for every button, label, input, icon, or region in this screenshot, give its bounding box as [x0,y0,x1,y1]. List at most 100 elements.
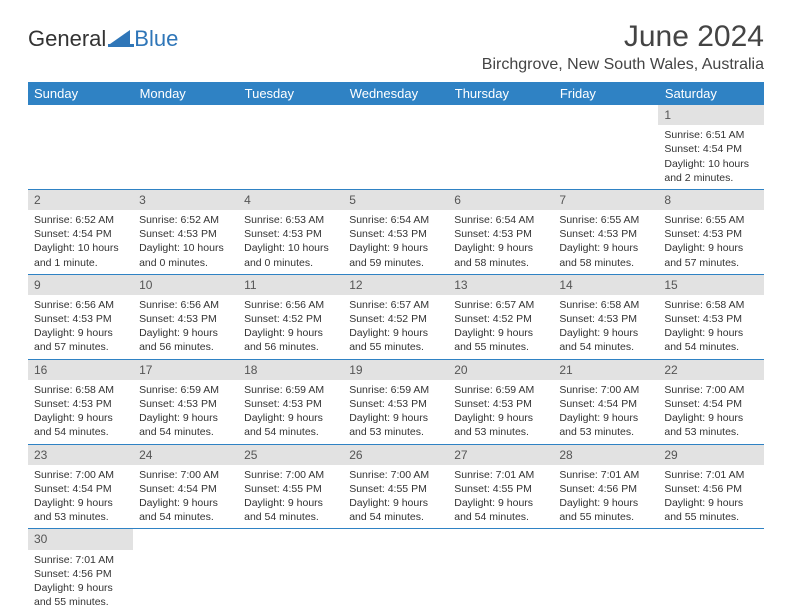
daylight: Daylight: 9 hours and 55 minutes. [349,326,442,354]
sunrise: Sunrise: 6:56 AM [34,298,127,312]
calendar-cell [343,529,448,613]
sunset: Sunset: 4:53 PM [139,312,232,326]
daylight: Daylight: 9 hours and 59 minutes. [349,241,442,269]
daylight: Daylight: 9 hours and 57 minutes. [664,241,757,269]
calendar-cell [448,529,553,613]
day-number: 10 [133,275,238,295]
day-body: Sunrise: 6:57 AMSunset: 4:52 PMDaylight:… [343,295,448,359]
sunset: Sunset: 4:54 PM [34,482,127,496]
sunrise: Sunrise: 6:59 AM [244,383,337,397]
calendar-cell: 30Sunrise: 7:01 AMSunset: 4:56 PMDayligh… [28,529,133,613]
day-body: Sunrise: 6:59 AMSunset: 4:53 PMDaylight:… [343,380,448,444]
day-number: 16 [28,360,133,380]
calendar-table: SundayMondayTuesdayWednesdayThursdayFrid… [28,82,764,613]
day-number: 13 [448,275,553,295]
sunset: Sunset: 4:53 PM [454,397,547,411]
sunset: Sunset: 4:53 PM [559,312,652,326]
sunrise: Sunrise: 7:00 AM [664,383,757,397]
daylight: Daylight: 9 hours and 54 minutes. [139,411,232,439]
daylight: Daylight: 9 hours and 54 minutes. [664,326,757,354]
logo-sail-icon [108,27,134,52]
sunset: Sunset: 4:56 PM [559,482,652,496]
calendar-cell: 18Sunrise: 6:59 AMSunset: 4:53 PMDayligh… [238,359,343,444]
header: General Blue June 2024 Birchgrove, New S… [28,20,764,74]
calendar-cell: 19Sunrise: 6:59 AMSunset: 4:53 PMDayligh… [343,359,448,444]
day-header: Sunday [28,82,133,105]
logo-text-blue: Blue [134,26,178,52]
calendar-head: SundayMondayTuesdayWednesdayThursdayFrid… [28,82,764,105]
calendar-week: 30Sunrise: 7:01 AMSunset: 4:56 PMDayligh… [28,529,764,613]
day-number: 30 [28,529,133,549]
daylight: Daylight: 10 hours and 0 minutes. [139,241,232,269]
day-number: 12 [343,275,448,295]
sunrise: Sunrise: 6:54 AM [349,213,442,227]
day-body: Sunrise: 7:00 AMSunset: 4:54 PMDaylight:… [133,465,238,529]
calendar-cell: 7Sunrise: 6:55 AMSunset: 4:53 PMDaylight… [553,189,658,274]
day-number: 5 [343,190,448,210]
day-body: Sunrise: 6:52 AMSunset: 4:53 PMDaylight:… [133,210,238,274]
day-number: 29 [658,445,763,465]
calendar-cell: 12Sunrise: 6:57 AMSunset: 4:52 PMDayligh… [343,274,448,359]
calendar-cell: 8Sunrise: 6:55 AMSunset: 4:53 PMDaylight… [658,189,763,274]
daylight: Daylight: 9 hours and 53 minutes. [559,411,652,439]
day-body: Sunrise: 7:01 AMSunset: 4:56 PMDaylight:… [658,465,763,529]
calendar-cell: 25Sunrise: 7:00 AMSunset: 4:55 PMDayligh… [238,444,343,529]
daylight: Daylight: 9 hours and 56 minutes. [244,326,337,354]
title-block: June 2024 Birchgrove, New South Wales, A… [482,20,764,74]
sunrise: Sunrise: 7:01 AM [559,468,652,482]
calendar-cell: 9Sunrise: 6:56 AMSunset: 4:53 PMDaylight… [28,274,133,359]
day-body: Sunrise: 6:56 AMSunset: 4:52 PMDaylight:… [238,295,343,359]
day-body: Sunrise: 6:58 AMSunset: 4:53 PMDaylight:… [658,295,763,359]
calendar-cell: 11Sunrise: 6:56 AMSunset: 4:52 PMDayligh… [238,274,343,359]
logo: General Blue [28,26,178,52]
calendar-cell: 13Sunrise: 6:57 AMSunset: 4:52 PMDayligh… [448,274,553,359]
calendar-cell: 26Sunrise: 7:00 AMSunset: 4:55 PMDayligh… [343,444,448,529]
daylight: Daylight: 10 hours and 0 minutes. [244,241,337,269]
calendar-cell: 15Sunrise: 6:58 AMSunset: 4:53 PMDayligh… [658,274,763,359]
calendar-cell [238,529,343,613]
sunrise: Sunrise: 6:59 AM [454,383,547,397]
calendar-week: 9Sunrise: 6:56 AMSunset: 4:53 PMDaylight… [28,274,764,359]
sunset: Sunset: 4:53 PM [244,397,337,411]
day-body: Sunrise: 7:00 AMSunset: 4:54 PMDaylight:… [28,465,133,529]
daylight: Daylight: 9 hours and 58 minutes. [559,241,652,269]
day-number: 26 [343,445,448,465]
day-number: 24 [133,445,238,465]
day-body: Sunrise: 7:00 AMSunset: 4:54 PMDaylight:… [658,380,763,444]
daylight: Daylight: 9 hours and 58 minutes. [454,241,547,269]
daylight: Daylight: 9 hours and 55 minutes. [454,326,547,354]
sunset: Sunset: 4:54 PM [34,227,127,241]
sunrise: Sunrise: 6:57 AM [454,298,547,312]
day-number: 27 [448,445,553,465]
day-number: 6 [448,190,553,210]
daylight: Daylight: 9 hours and 53 minutes. [664,411,757,439]
sunset: Sunset: 4:53 PM [139,397,232,411]
sunrise: Sunrise: 6:59 AM [139,383,232,397]
sunset: Sunset: 4:53 PM [349,397,442,411]
sunrise: Sunrise: 6:51 AM [664,128,757,142]
sunset: Sunset: 4:53 PM [34,312,127,326]
day-number: 21 [553,360,658,380]
day-number: 22 [658,360,763,380]
sunrise: Sunrise: 7:00 AM [559,383,652,397]
sunset: Sunset: 4:54 PM [559,397,652,411]
calendar-cell: 16Sunrise: 6:58 AMSunset: 4:53 PMDayligh… [28,359,133,444]
day-body: Sunrise: 7:01 AMSunset: 4:56 PMDaylight:… [28,550,133,613]
calendar-cell: 4Sunrise: 6:53 AMSunset: 4:53 PMDaylight… [238,189,343,274]
daylight: Daylight: 9 hours and 54 minutes. [34,411,127,439]
calendar-cell: 1Sunrise: 6:51 AMSunset: 4:54 PMDaylight… [658,105,763,189]
sunset: Sunset: 4:55 PM [454,482,547,496]
daylight: Daylight: 9 hours and 57 minutes. [34,326,127,354]
day-body: Sunrise: 6:56 AMSunset: 4:53 PMDaylight:… [28,295,133,359]
calendar-cell: 3Sunrise: 6:52 AMSunset: 4:53 PMDaylight… [133,189,238,274]
sunrise: Sunrise: 7:00 AM [349,468,442,482]
daylight: Daylight: 10 hours and 2 minutes. [664,157,757,185]
day-header: Monday [133,82,238,105]
daylight: Daylight: 9 hours and 54 minutes. [244,411,337,439]
day-body: Sunrise: 6:59 AMSunset: 4:53 PMDaylight:… [448,380,553,444]
sunset: Sunset: 4:54 PM [139,482,232,496]
daylight: Daylight: 9 hours and 54 minutes. [559,326,652,354]
calendar-cell: 6Sunrise: 6:54 AMSunset: 4:53 PMDaylight… [448,189,553,274]
calendar-cell: 5Sunrise: 6:54 AMSunset: 4:53 PMDaylight… [343,189,448,274]
day-number: 15 [658,275,763,295]
